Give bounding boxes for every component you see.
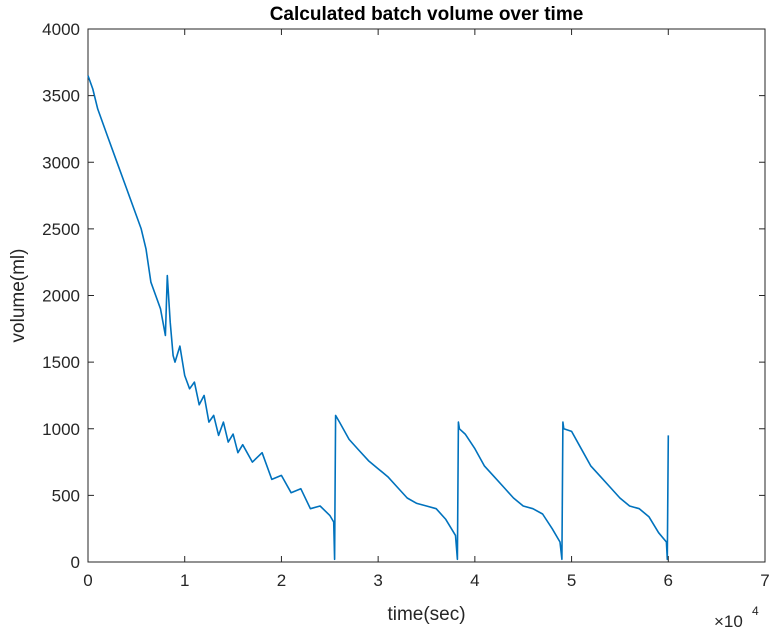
y-tick-label: 500 [52, 486, 80, 505]
y-tick-label: 3000 [42, 153, 80, 172]
x-axis-label: time(sec) [387, 604, 465, 625]
y-tick-label: 0 [71, 553, 80, 572]
series-line [87, 75, 670, 561]
y-axis-label: volume(ml) [8, 249, 29, 343]
chart-title: Calculated batch volume over time [270, 4, 584, 25]
x-tick-label: 2 [277, 571, 286, 590]
tick-layer: 0 1 2 3 4 5 6 7 0 500 1000 1500 2000 2500 3000 3500 4000 [42, 20, 770, 590]
x-tick-label: 1 [180, 571, 189, 590]
x-tick-label: 0 [83, 571, 92, 590]
axes-box [87, 28, 766, 563]
x-tick-label: 3 [373, 571, 382, 590]
y-tick-label: 2500 [42, 220, 80, 239]
y-tick-label: 1000 [42, 420, 80, 439]
y-tick-label: 1500 [42, 353, 80, 372]
y-tick-label: 4000 [42, 20, 80, 39]
x-tick-label: 4 [470, 571, 479, 590]
x-tick-label: 6 [664, 571, 673, 590]
x-tick-label: 7 [760, 571, 769, 590]
x-tick-label: 5 [567, 571, 576, 590]
data-layer [87, 75, 670, 561]
x-exponent-power: 4 [752, 604, 759, 618]
x-exponent-base: ×10 [714, 612, 743, 630]
y-tick-label: 3500 [42, 87, 80, 106]
y-tick-label: 2000 [42, 287, 80, 306]
